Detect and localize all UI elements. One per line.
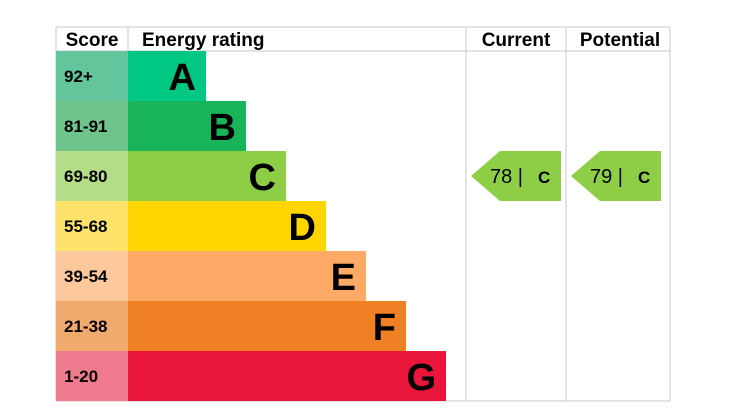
potential-rating: 79 | C [571,151,661,201]
band-letter: A [169,57,196,99]
band-letter: B [209,107,236,149]
potential-rating-arrow [571,151,661,201]
band-bar [128,101,246,151]
band-d: 55-68 D [56,201,326,251]
score-cell [56,151,128,201]
score-header: Score [66,30,119,51]
score-cell [56,301,128,351]
potential-rating-value: 79 | [590,166,623,188]
band-bar [128,201,326,251]
score-label: 1-20 [64,367,98,386]
score-label: 92+ [64,67,93,86]
score-cell [56,201,128,251]
current-header: Current [482,30,551,51]
rating-indicators: 78 | C 79 | C [471,151,661,201]
header-row: Score Energy rating Current Potential [66,30,661,51]
score-cell [56,351,128,401]
band-a: 92+ A [56,51,206,101]
current-rating-arrow [471,151,561,201]
band-c: 69-80 C [56,151,286,201]
band-bar [128,51,206,101]
band-bar [128,351,446,401]
score-label: 39-54 [64,267,108,286]
score-label: 55-68 [64,217,107,236]
band-b: 81-91 B [56,101,246,151]
band-letter: G [406,357,436,399]
current-rating: 78 | C [471,151,561,201]
score-label: 21-38 [64,317,107,336]
energy-rating-header: Energy rating [142,30,264,51]
score-cell [56,101,128,151]
current-rating-value: 78 | [490,166,523,188]
score-label: 81-91 [64,117,107,136]
rating-bands: 92+ A 81-91 B 69-80 C 55-68 D 39-54 E 21-38 F 1-20 G [56,51,446,401]
band-letter: E [331,257,356,299]
band-letter: F [373,307,396,349]
current-rating-letter: C [538,168,550,187]
band-bar [128,151,286,201]
band-f: 21-38 F [56,301,406,351]
potential-header: Potential [580,30,660,51]
score-label: 69-80 [64,167,107,186]
band-bar [128,301,406,351]
potential-rating-letter: C [638,168,650,187]
score-cell [56,51,128,101]
band-letter: C [249,157,276,199]
band-e: 39-54 E [56,251,366,301]
band-bar [128,251,366,301]
band-letter: D [289,207,316,249]
score-cell [56,251,128,301]
band-g: 1-20 G [56,351,446,401]
